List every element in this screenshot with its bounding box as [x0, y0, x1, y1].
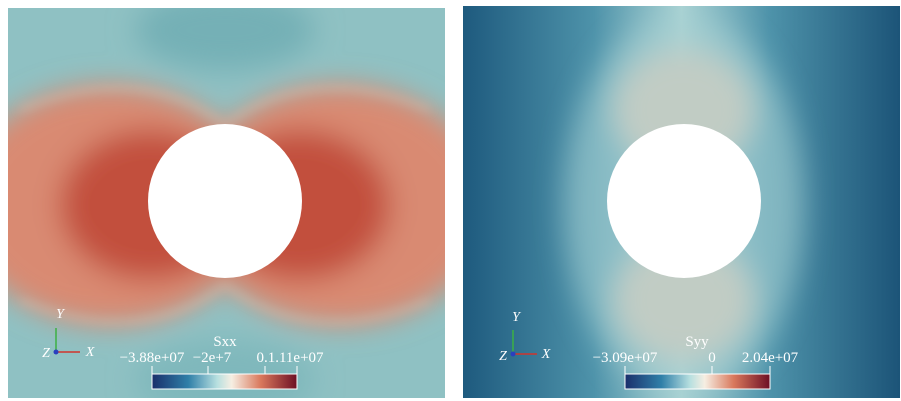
axis-label: Y: [512, 310, 522, 325]
colorbar: [151, 373, 298, 390]
colorbar-label: 0.1.11e+07: [256, 350, 324, 366]
sxx-field: [8, 8, 445, 398]
colorbar-label: 2.04e+07: [742, 350, 799, 366]
colorbar-label: −3.09e+07: [593, 350, 658, 366]
axis-triad: Y Z X: [499, 310, 551, 364]
field-title: Syy: [685, 334, 709, 350]
axis-label: Y: [56, 307, 66, 322]
colorbar-ticks: [151, 366, 771, 374]
field-title: Sxx: [213, 334, 237, 350]
axis-label: X: [85, 345, 95, 360]
syy-field: [463, 6, 900, 398]
colorbar-label: 0: [708, 350, 716, 366]
colorbar: [624, 373, 771, 390]
colorbar-label: −3.88e+07: [120, 350, 185, 366]
axis-label: X: [541, 347, 551, 362]
axis-label: Z: [42, 346, 50, 361]
axis-triad: Y Z X: [42, 307, 95, 361]
axis-label: Z: [499, 349, 507, 364]
colorbar-label: −2e+7: [193, 350, 232, 366]
